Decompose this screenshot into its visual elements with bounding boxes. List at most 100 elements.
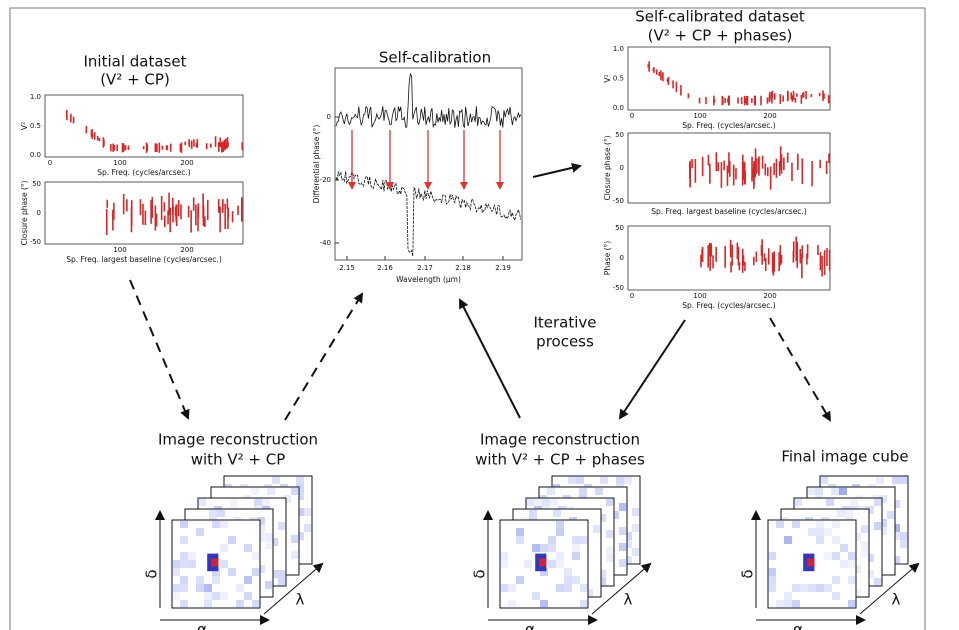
pixel [180,560,188,568]
arrow [285,294,362,420]
x-tick-label: 2.18 [455,264,471,272]
pixel [887,511,895,519]
y-axis-label: V² [603,74,612,82]
axis-label: δ [471,569,489,578]
axis-label: δ [739,569,757,578]
pixel [196,528,204,536]
pixel [304,524,312,532]
pixel [230,498,238,506]
pixel [840,560,848,568]
pixel [564,576,572,584]
pixel [800,584,808,592]
pixel [196,576,204,584]
panel-title: Self-calibration [379,49,491,67]
pixel [776,520,784,528]
x-axis-label: Sp. Freq. (cycles/arcsec.) [97,168,191,177]
pixel [532,544,540,552]
pixel [236,600,244,608]
diagram: Initial dataset(V² + CP)1.00.50.00100200… [0,0,959,630]
x-tick-label: 0 [630,112,634,120]
y-axis-label: Differential phase (°) [312,125,321,204]
pixel [540,544,548,552]
pixel [220,520,228,528]
pixel [606,554,614,562]
pixel [220,560,228,568]
x-tick-label: 2.19 [495,264,511,272]
pixel [619,503,627,511]
pixel [278,522,286,530]
pixel [776,600,784,608]
pixel [291,487,299,495]
pixel [220,592,228,600]
x-tick-label: 100 [113,159,126,167]
pixel [564,568,572,576]
pixel [861,541,869,549]
x-tick-label: 0 [630,292,634,300]
pixel [556,552,564,560]
y-tick-label: 0 [37,209,41,217]
y-tick-label: 0.0 [613,104,624,112]
pixel [792,520,800,528]
pixel [547,487,555,495]
pixel [572,552,580,560]
pixel [837,509,845,517]
annotation: process [536,333,594,351]
panel-title: (V² + CP + phases) [648,27,793,45]
pixel [876,476,884,484]
pixel [824,528,832,536]
x-tick-label: 2.17 [417,264,433,272]
pixel [172,568,180,576]
pixel [816,584,824,592]
pixel [220,544,228,552]
y-tick-label: 0.0 [30,151,41,159]
y-tick-label: 0 [620,254,624,262]
panel-title: Self-calibrated dataset [635,8,805,26]
pixel [600,476,608,484]
axis-label: λ [296,591,305,609]
plot-marks [107,193,242,235]
pixel [252,568,260,576]
pixel [807,487,815,495]
pixel [593,525,601,533]
arrow [130,280,188,418]
pixel [808,528,816,536]
y-axis-label: Closure phase (°) [603,135,612,200]
pixel [768,576,776,584]
pixel [291,535,299,543]
pixel [619,559,627,567]
pixel [874,498,882,506]
pixel [500,552,508,560]
pixel [807,558,814,566]
y-tick-label: 1.0 [613,45,624,53]
pixel [826,498,834,506]
pixel [548,544,556,552]
pixel [861,549,869,557]
pixel [768,568,776,576]
pixel [550,498,558,506]
stack-label: with V² + CP + phases [475,451,645,469]
pixel [840,544,848,552]
pixel [180,576,188,584]
pixel [624,476,632,484]
plot-frame [45,182,243,244]
pixel [579,487,587,495]
pixel [784,600,792,608]
pixel [252,600,260,608]
pixel [244,592,252,600]
stack-label: Final image cube [781,448,908,466]
pixel [606,546,614,554]
pixel [568,476,576,484]
pixel [816,528,824,536]
pixel [831,487,839,495]
arrows [130,166,830,420]
y-tick-label: 50 [32,180,41,188]
pixel [529,509,537,517]
pixel [572,536,580,544]
axis-label: λ [892,591,901,609]
pixel [606,498,614,506]
pixel [548,560,556,568]
pixel [632,524,640,532]
axis-label: α [525,621,535,630]
y-tick-label: -20 [320,176,331,184]
pixel [839,487,847,495]
